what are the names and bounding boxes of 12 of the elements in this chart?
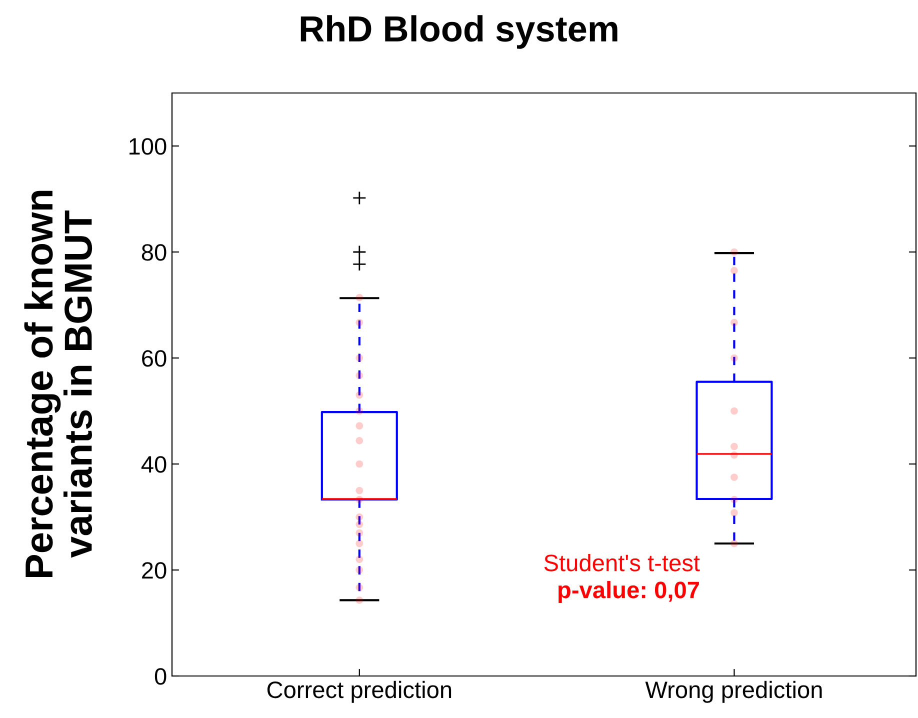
- y-tick-label: 20: [142, 562, 166, 579]
- y-tick-label: 60: [142, 350, 166, 367]
- y-tick-label: 0: [154, 668, 166, 685]
- annotation: Student's t-test: [544, 554, 700, 572]
- chart-title: RhD Blood system: [300, 15, 618, 49]
- x-tick-label: Wrong prediction: [645, 680, 822, 703]
- y-tick-label: 100: [130, 138, 166, 155]
- y-axis-title: Percentage of known variants in BGMUT: [24, 190, 92, 577]
- annotation: p-value: 0,07: [558, 580, 699, 604]
- x-tick-label: Correct prediction: [267, 680, 452, 703]
- y-tick-label: 80: [142, 244, 166, 261]
- y-tick-label: 40: [141, 456, 166, 473]
